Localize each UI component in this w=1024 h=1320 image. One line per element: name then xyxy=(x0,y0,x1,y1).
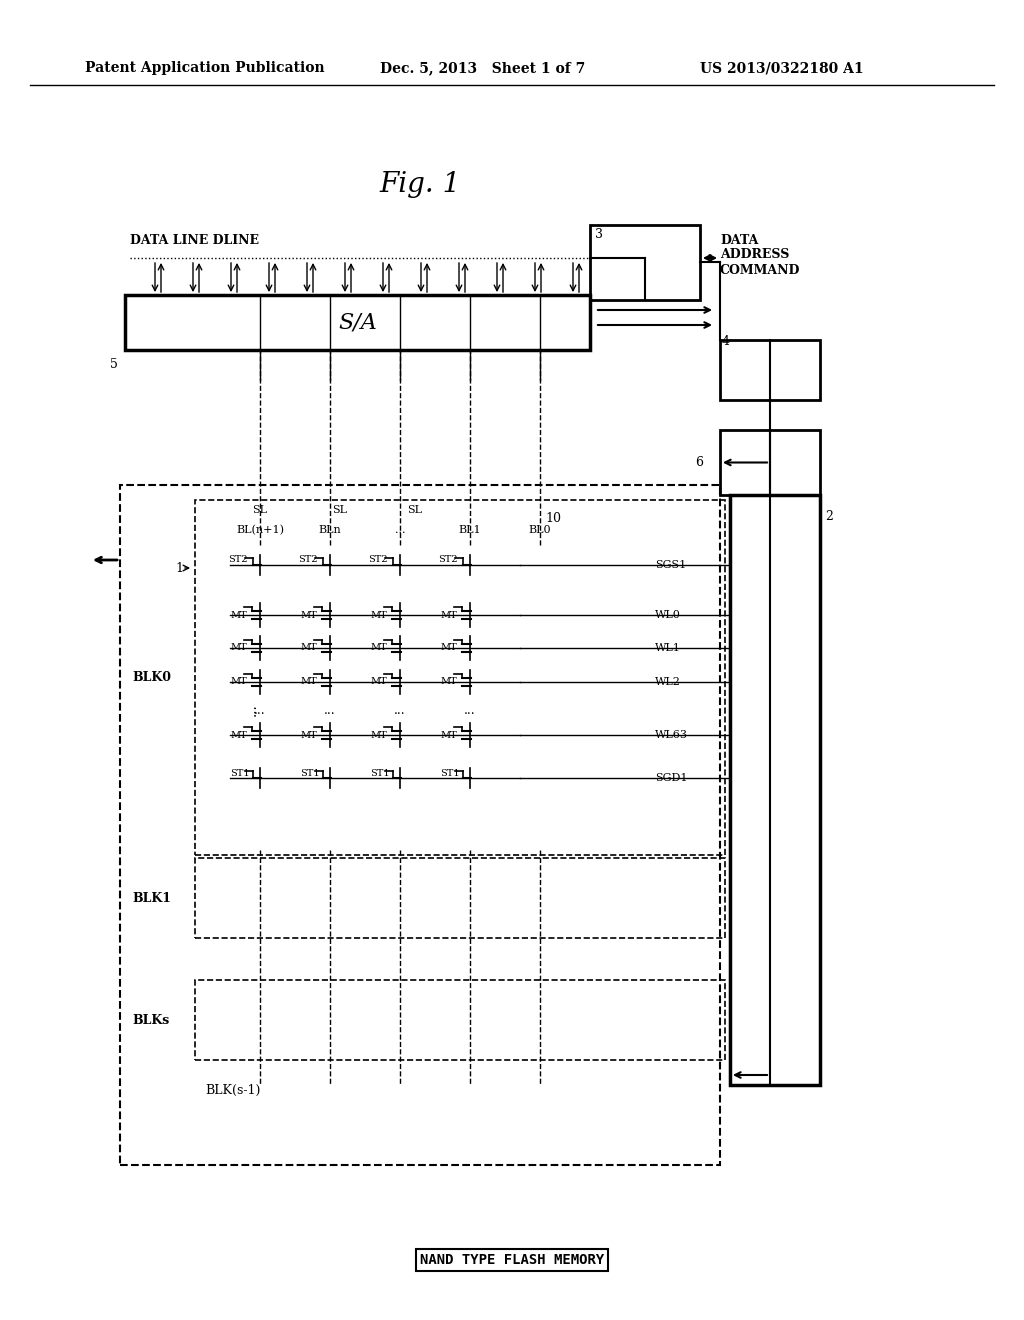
Text: MT: MT xyxy=(370,610,387,619)
Text: Fig. 1: Fig. 1 xyxy=(379,172,461,198)
Text: MT: MT xyxy=(230,610,247,619)
Text: SL: SL xyxy=(408,506,423,515)
Text: BL(n+1): BL(n+1) xyxy=(236,525,284,535)
Text: DATA
ADDRESS
COMMAND: DATA ADDRESS COMMAND xyxy=(720,234,801,276)
Text: Patent Application Publication: Patent Application Publication xyxy=(85,61,325,75)
Text: ST1: ST1 xyxy=(230,768,250,777)
Bar xyxy=(720,341,820,400)
Text: ...: ... xyxy=(254,704,266,717)
Text: US 2013/0322180 A1: US 2013/0322180 A1 xyxy=(700,61,863,75)
Bar xyxy=(195,858,725,939)
Text: BLK(s-1): BLK(s-1) xyxy=(205,1084,260,1097)
Text: BL1: BL1 xyxy=(459,525,481,535)
Text: ST2: ST2 xyxy=(298,556,317,565)
Bar xyxy=(730,495,820,1085)
Text: 5: 5 xyxy=(110,359,118,371)
Text: ...: ... xyxy=(464,704,476,717)
Text: ST1: ST1 xyxy=(440,768,460,777)
Text: WL1: WL1 xyxy=(655,643,681,653)
Text: ST2: ST2 xyxy=(368,556,388,565)
Text: MT: MT xyxy=(230,677,247,686)
Text: MT: MT xyxy=(440,677,457,686)
Text: 1: 1 xyxy=(175,561,183,574)
Text: MT: MT xyxy=(370,677,387,686)
Text: SL: SL xyxy=(333,506,347,515)
Text: MT: MT xyxy=(300,610,316,619)
Bar xyxy=(195,500,725,855)
Text: MT: MT xyxy=(230,644,247,652)
Text: BLK0: BLK0 xyxy=(132,671,171,684)
Text: ...: ... xyxy=(325,704,336,717)
Text: MT: MT xyxy=(440,644,457,652)
Text: MT: MT xyxy=(300,730,316,739)
Text: 2: 2 xyxy=(825,510,833,523)
Text: MT: MT xyxy=(440,730,457,739)
Text: Dec. 5, 2013   Sheet 1 of 7: Dec. 5, 2013 Sheet 1 of 7 xyxy=(380,61,586,75)
Text: NAND TYPE FLASH MEMORY: NAND TYPE FLASH MEMORY xyxy=(420,1253,604,1267)
Text: 4: 4 xyxy=(722,335,730,348)
Text: SGS1: SGS1 xyxy=(655,560,686,570)
Text: BLn: BLn xyxy=(318,525,341,535)
Text: S/A: S/A xyxy=(338,312,377,334)
Text: MT: MT xyxy=(300,677,316,686)
Bar xyxy=(195,979,725,1060)
Text: ST2: ST2 xyxy=(228,556,248,565)
Text: 3: 3 xyxy=(595,228,603,242)
Text: SL: SL xyxy=(253,506,267,515)
Text: MT: MT xyxy=(440,610,457,619)
Text: SGD1: SGD1 xyxy=(655,774,687,783)
Text: MT: MT xyxy=(370,644,387,652)
Text: MT: MT xyxy=(370,730,387,739)
Bar xyxy=(720,430,820,495)
Text: ST2: ST2 xyxy=(438,556,458,565)
Bar xyxy=(120,484,720,1166)
Bar xyxy=(125,294,590,350)
Text: ...: ... xyxy=(394,704,406,717)
Text: WL63: WL63 xyxy=(655,730,688,741)
Text: MT: MT xyxy=(300,644,316,652)
Text: ...: ... xyxy=(245,704,259,717)
Text: DATA LINE DLINE: DATA LINE DLINE xyxy=(130,234,259,247)
Text: MT: MT xyxy=(230,730,247,739)
Text: BLKs: BLKs xyxy=(132,1014,169,1027)
Text: BLK1: BLK1 xyxy=(132,891,171,904)
Text: WL0: WL0 xyxy=(655,610,681,620)
Text: 10: 10 xyxy=(545,511,561,524)
Text: ST1: ST1 xyxy=(300,768,319,777)
Text: ST1: ST1 xyxy=(370,768,389,777)
Text: ...: ... xyxy=(394,525,406,535)
Bar xyxy=(590,224,700,300)
Text: WL2: WL2 xyxy=(655,677,681,686)
Text: 6: 6 xyxy=(695,455,703,469)
Text: BL0: BL0 xyxy=(528,525,551,535)
